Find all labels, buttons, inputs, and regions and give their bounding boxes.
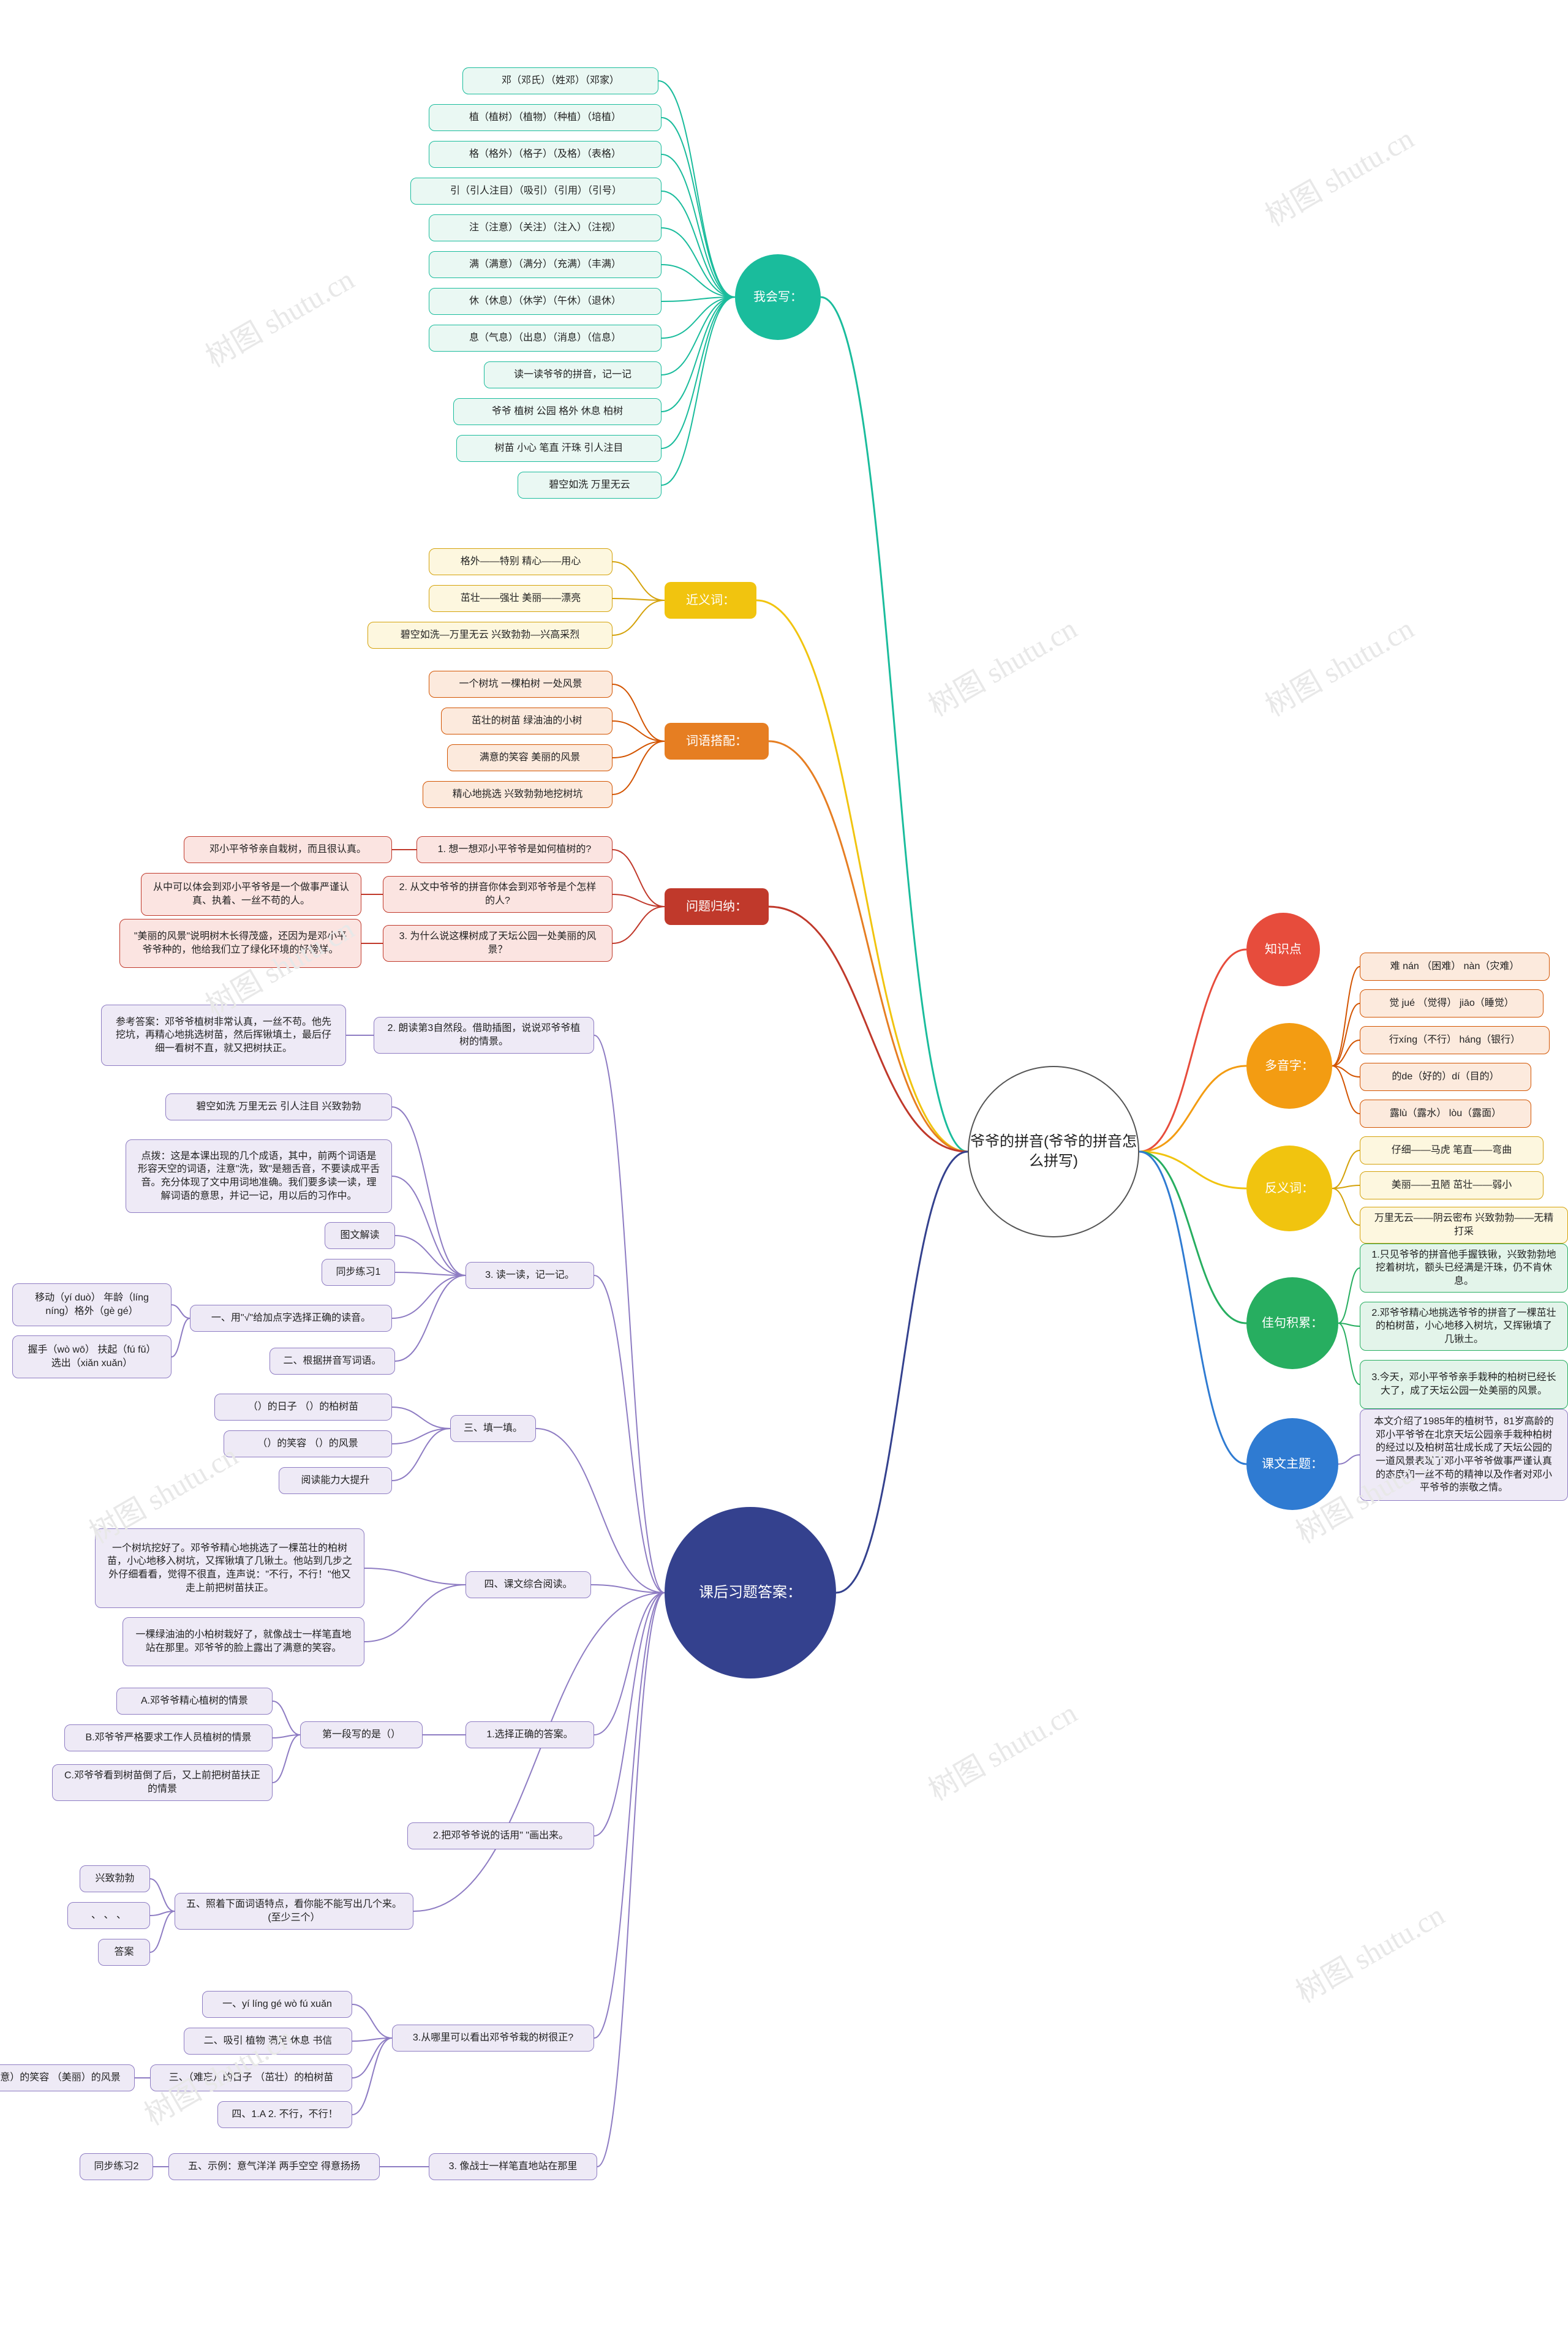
branch-kehou: 课后习题答案：	[665, 1507, 836, 1678]
leaf-node: 3. 像战士一样笔直地站在那里	[429, 2153, 597, 2180]
leaf-node: "美丽的风景"说明树木长得茂盛，还因为是邓小平爷爷种的，他给我们立了绿化环境的好…	[119, 919, 361, 968]
leaf-node: 碧空如洗—万里无云 兴致勃勃—兴高采烈	[368, 622, 612, 649]
leaf-node: 露lù（露水） lòu（露面）	[1360, 1100, 1531, 1128]
leaf-node: （满意）的笑容 （美丽）的风景	[0, 2064, 135, 2091]
leaf-node: B.邓爷爷严格要求工作人员植树的情景	[64, 1724, 273, 1751]
leaf-node: 2. 从文中爷爷的拼音你体会到邓爷爷是个怎样的人?	[383, 876, 612, 913]
leaf-node: 四、1.A 2. 不行，不行！	[217, 2101, 352, 2128]
leaf-node: 格（格外）（格子）（及格）（表格）	[429, 141, 662, 168]
leaf-node: 万里无云——阴云密布 兴致勃勃——无精打采	[1360, 1207, 1568, 1244]
leaf-node: 参考答案：邓爷爷植树非常认真，一丝不苟。他先挖坑，再精心地挑选树苗，然后挥锹填土…	[101, 1005, 346, 1066]
leaf-node: 一个树坑 一棵柏树 一处风景	[429, 671, 612, 698]
leaf-node: 一、用"√"给加点字选择正确的读音。	[190, 1305, 392, 1332]
leaf-node: 美丽——丑陋 茁壮——弱小	[1360, 1171, 1544, 1199]
leaf-node: 二、根据拼音写词语。	[270, 1348, 395, 1375]
leaf-node: 图文解读	[325, 1222, 395, 1249]
leaf-node: 茁壮的树苗 绿油油的小树	[441, 708, 612, 734]
branch-ciyu: 词语搭配：	[665, 723, 769, 760]
leaf-node: 仔细——马虎 笔直——弯曲	[1360, 1136, 1544, 1165]
center-node: 爷爷的拼音(爷爷的拼音怎么拼写)	[968, 1066, 1139, 1237]
leaf-node: 邓小平爷爷亲自栽树，而且很认真。	[184, 836, 392, 863]
leaf-node: 的de（好的）dí（目的）	[1360, 1063, 1531, 1091]
branch-duoyinzi: 多音字：	[1246, 1023, 1332, 1109]
leaf-node: （）的笑容 （）的风景	[224, 1430, 392, 1457]
leaf-node: 二、吸引 植物 满足 休息 书信	[184, 2028, 352, 2055]
leaf-node: 休（休息）（休学）（午休）（退休）	[429, 288, 662, 315]
leaf-node: 3. 为什么说这棵树成了天坛公园一处美丽的风景？	[383, 925, 612, 962]
leaf-node: 引（引人注目）（吸引）（引用）（引号）	[410, 178, 662, 205]
leaf-node: 碧空如洗 万里无云	[518, 472, 662, 499]
leaf-node: 第一段写的是（）	[300, 1721, 423, 1748]
leaf-node: 阅读能力大提升	[279, 1467, 392, 1494]
leaf-node: 五、示例：意气洋洋 两手空空 得意扬扬	[168, 2153, 380, 2180]
leaf-node: A.邓爷爷精心植树的情景	[116, 1688, 273, 1715]
leaf-node: 兴致勃勃	[80, 1865, 150, 1892]
leaf-node: 、 、 、	[67, 1902, 150, 1929]
leaf-node: 三、填一填。	[450, 1415, 536, 1442]
leaf-node: 同步练习2	[80, 2153, 153, 2180]
branch-wohuixie: 我会写：	[735, 254, 821, 340]
leaf-node: 五、照着下面词语特点，看你能不能写出几个来。(至少三个）	[175, 1893, 413, 1930]
branch-jinyici: 近义词：	[665, 582, 756, 619]
leaf-node: 茁壮——强壮 美丽——漂亮	[429, 585, 612, 612]
branch-jiaju: 佳句积累：	[1246, 1277, 1338, 1369]
leaf-node: 1. 想一想邓小平爷爷是如何植树的?	[417, 836, 612, 863]
leaf-node: 一棵绿油油的小柏树栽好了，就像战士一样笔直地站在那里。邓爷爷的脸上露出了满意的笑…	[123, 1617, 364, 1666]
leaf-node: C.邓爷爷看到树苗倒了后，又上前把树苗扶正的情景	[52, 1764, 273, 1801]
leaf-node: 3.今天，邓小平爷爷亲手栽种的柏树已经长大了，成了天坛公园一处美丽的风景。	[1360, 1360, 1568, 1409]
leaf-node: 答案	[98, 1939, 150, 1966]
leaf-node: 行xíng（不行） háng（银行）	[1360, 1026, 1550, 1054]
leaf-node: 2. 朗读第3自然段。借助插图，说说邓爷爷植树的情景。	[374, 1017, 594, 1054]
leaf-node: 读一读爷爷的拼音，记一记	[484, 361, 662, 388]
leaf-node: 格外——特别 精心——用心	[429, 548, 612, 575]
leaf-node: 1.只见爷爷的拼音他手握铁锹，兴致勃勃地挖着树坑，额头已经满是汗珠，仍不肯休息。	[1360, 1244, 1568, 1293]
leaf-node: 邓（邓氏）（姓邓）（邓家）	[462, 67, 658, 94]
leaf-node: 点拨：这是本课出现的几个成语，其中，前两个词语是形容天空的词语，注意"洗，致"是…	[126, 1139, 392, 1213]
leaf-node: 注（注意）（关注）（注入）（注视）	[429, 214, 662, 241]
leaf-node: 本文介绍了1985年的植树节，81岁高龄的邓小平爷爷在北京天坛公园亲手栽种柏树的…	[1360, 1409, 1568, 1501]
leaf-node: （）的日子 （）的柏树苗	[214, 1394, 392, 1421]
leaf-node: 精心地挑选 兴致勃勃地挖树坑	[423, 781, 612, 808]
leaf-node: 植（植树）（植物）（种植）（培植）	[429, 104, 662, 131]
branch-wenti: 问题归纳：	[665, 888, 769, 925]
leaf-node: 息（气息）（出息）（消息）（信息）	[429, 325, 662, 352]
leaf-node: 2.把邓爷爷说的话用" "画出来。	[407, 1822, 594, 1849]
leaf-node: 一、yí líng gé wò fú xuǎn	[202, 1991, 352, 2018]
leaf-node: 难 nán （困难） nàn（灾难）	[1360, 953, 1550, 981]
leaf-node: 四、课文综合阅读。	[466, 1571, 591, 1598]
branch-zhishidian: 知识点	[1246, 913, 1320, 986]
leaf-node: 觉 jué （觉得） jiāo（睡觉）	[1360, 989, 1544, 1017]
leaf-node: 1.选择正确的答案。	[466, 1721, 594, 1748]
leaf-node: 3.从哪里可以看出邓爷爷栽的树很正?	[392, 2025, 594, 2052]
leaf-node: 同步练习1	[322, 1259, 395, 1286]
leaf-node: 碧空如洗 万里无云 引人注目 兴致勃勃	[165, 1093, 392, 1120]
leaf-node: 一个树坑挖好了。邓爷爷精心地挑选了一棵茁壮的柏树苗，小心地移入树坑，又挥锹填了几…	[95, 1528, 364, 1608]
leaf-node: 从中可以体会到邓小平爷爷是一个做事严谨认真、执着、一丝不苟的人。	[141, 873, 361, 916]
branch-kewen: 课文主题：	[1246, 1418, 1338, 1510]
leaf-node: 树苗 小心 笔直 汗珠 引人注目	[456, 435, 662, 462]
leaf-node: 握手（wò wō） 扶起（fú fǔ）选出（xiǎn xuǎn）	[12, 1335, 172, 1378]
leaf-node: 爷爷 植树 公园 格外 休息 柏树	[453, 398, 662, 425]
branch-fanyici: 反义词：	[1246, 1146, 1332, 1231]
leaf-node: 三、（难忘）的日子 （茁壮）的柏树苗	[150, 2064, 352, 2091]
leaf-node: 满意的笑容 美丽的风景	[447, 744, 612, 771]
leaf-node: 移动（yí duò） 年龄（líng níng）格外（gè gé）	[12, 1283, 172, 1326]
leaf-node: 2.邓爷爷精心地挑选爷爷的拼音了一棵茁壮的柏树苗，小心地移入树坑，又挥锹填了几锹…	[1360, 1302, 1568, 1351]
leaf-node: 满（满意）（满分）（充满）（丰满）	[429, 251, 662, 278]
leaf-node: 3. 读一读，记一记。	[466, 1262, 594, 1289]
